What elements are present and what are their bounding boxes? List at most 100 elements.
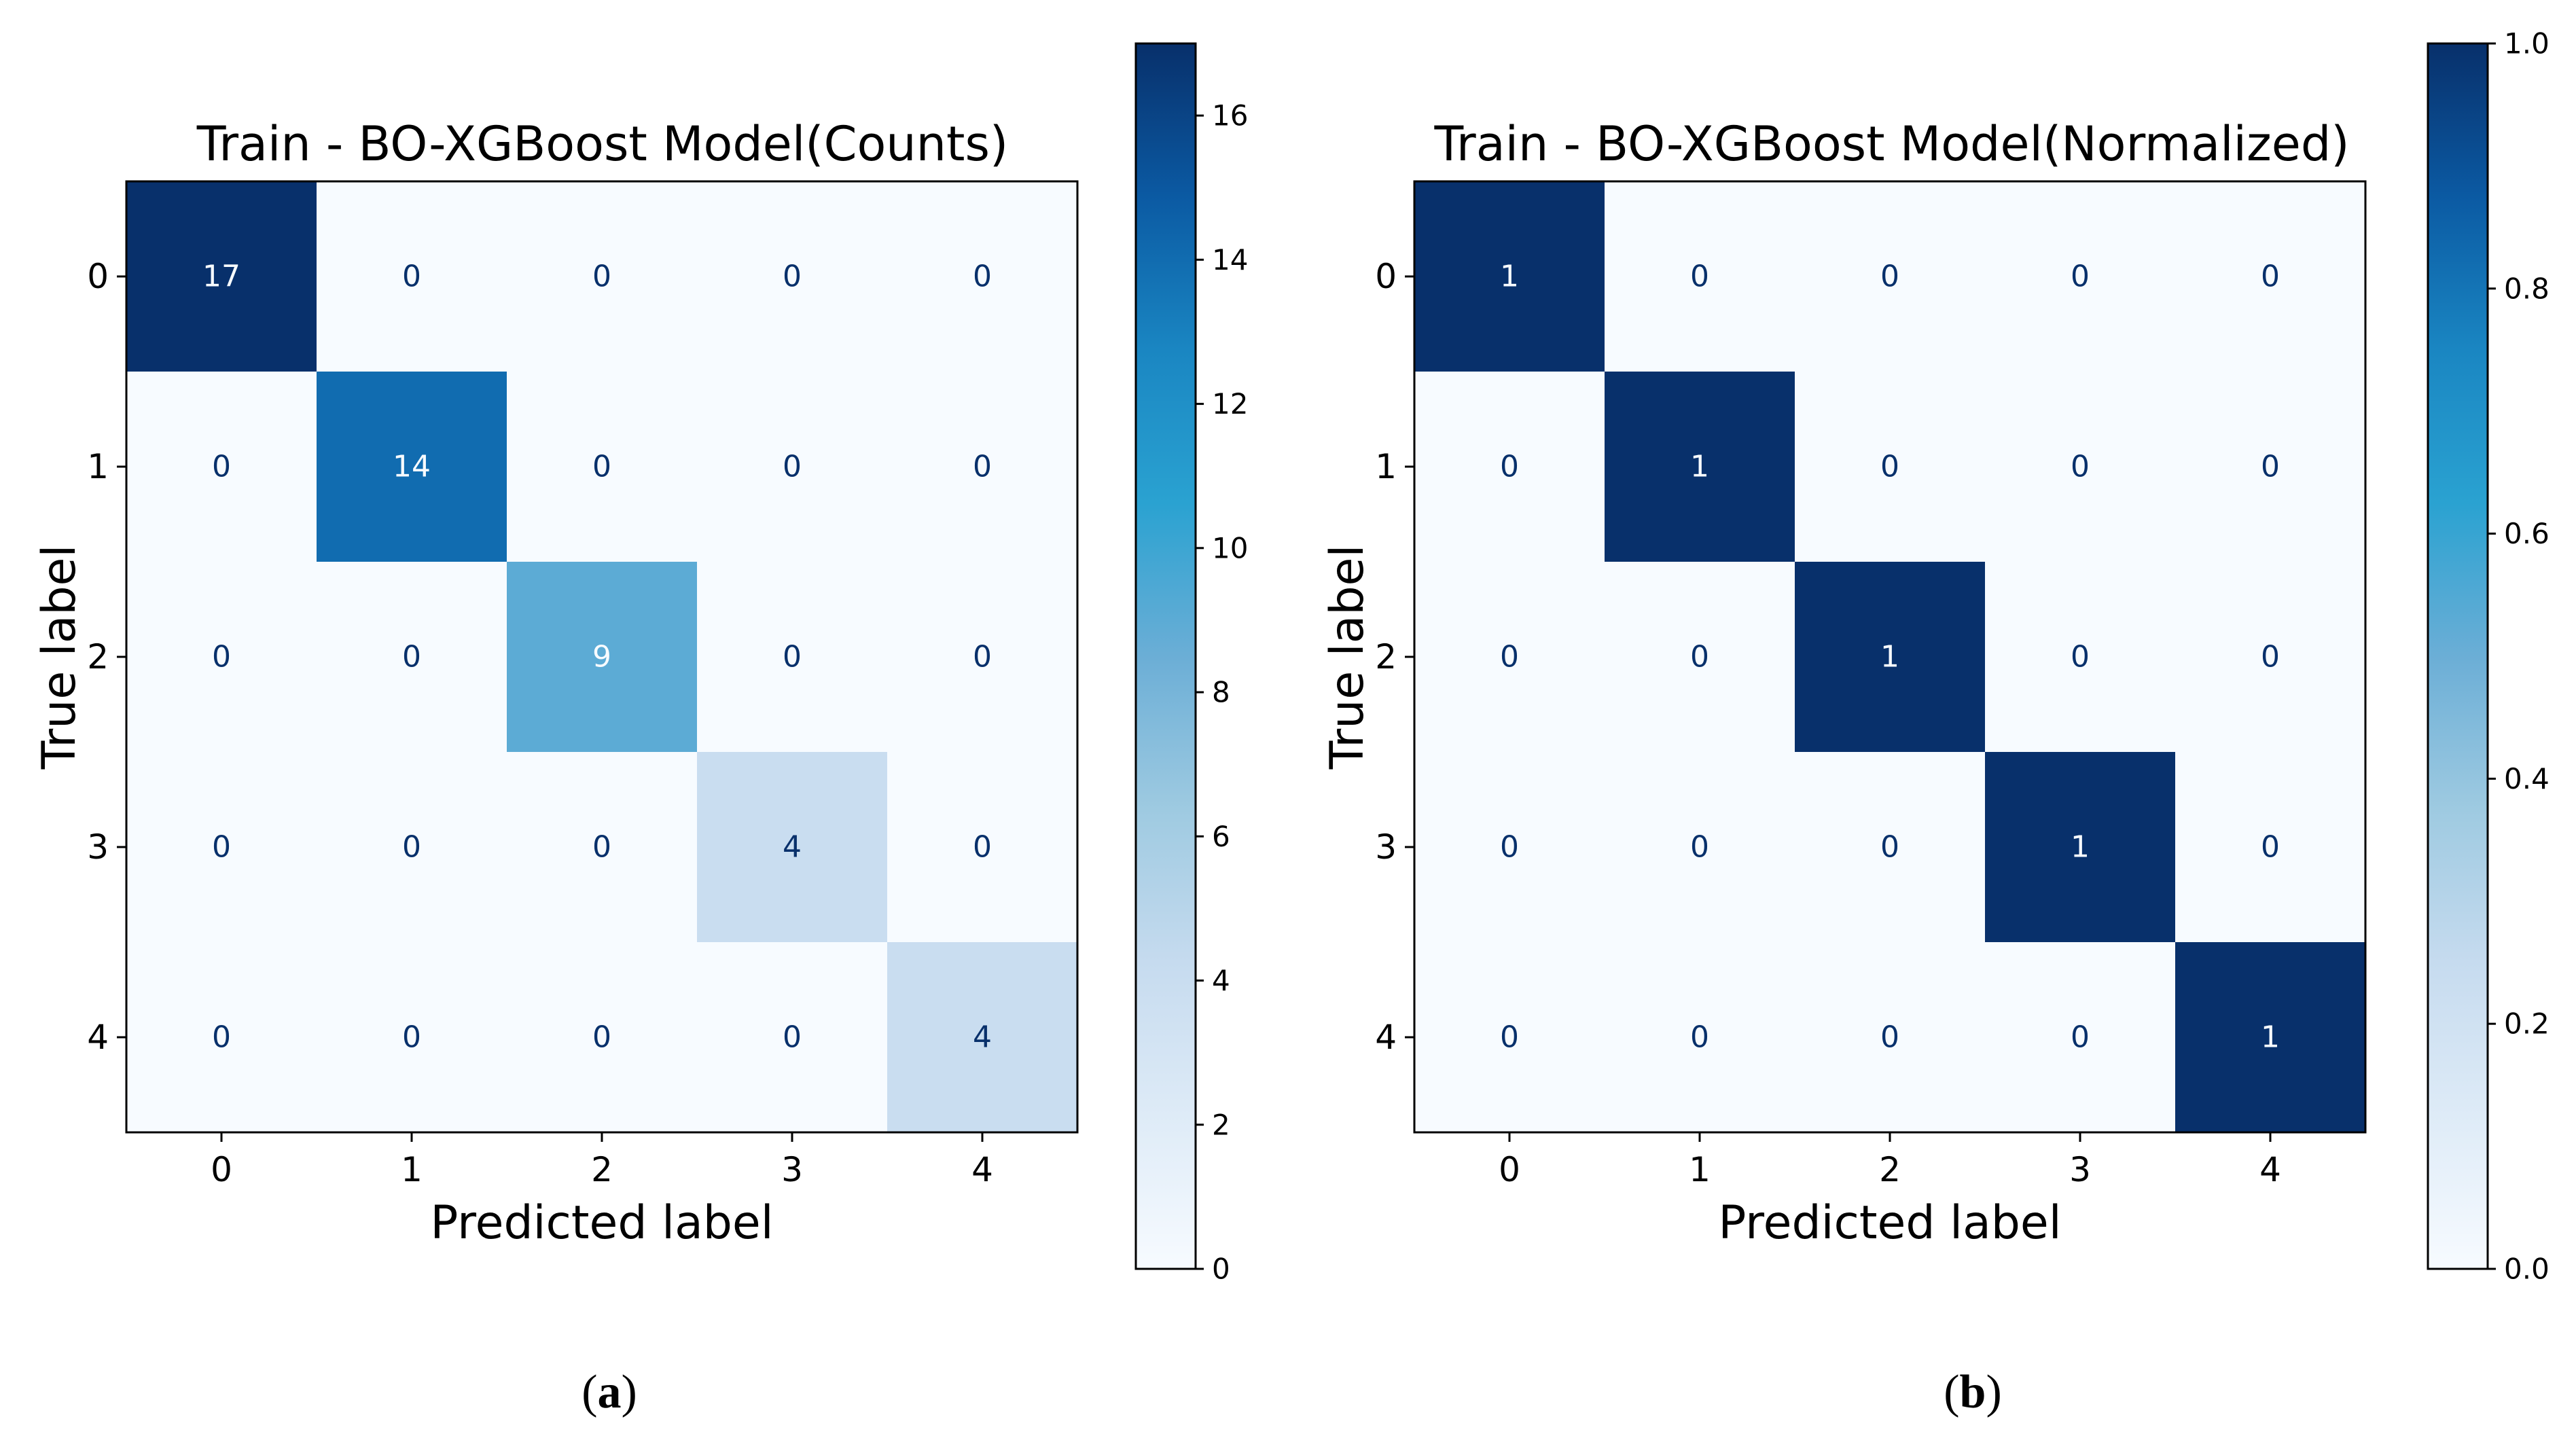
cell-value-label: 0 bbox=[973, 450, 992, 484]
heatmap-cell bbox=[1985, 562, 2176, 753]
cell-value-label: 0 bbox=[592, 1020, 611, 1055]
y-axis-label: True label bbox=[1321, 545, 1374, 770]
heatmap-cell bbox=[507, 562, 698, 753]
heatmap-cell bbox=[126, 562, 317, 753]
heatmap-cell bbox=[1795, 181, 1986, 372]
cell-value-label: 0 bbox=[2261, 259, 2280, 294]
heatmap-cell bbox=[1985, 752, 2176, 943]
heatmap-cell bbox=[1985, 181, 2176, 372]
heatmap-cell bbox=[1985, 372, 2176, 562]
cell-value-label: 0 bbox=[212, 640, 231, 675]
cell-value-label: 0 bbox=[2071, 259, 2090, 294]
heatmap-cell bbox=[1605, 752, 1795, 943]
colorbar-tick-label: 16 bbox=[1212, 99, 1248, 132]
cell-value-label: 0 bbox=[592, 830, 611, 865]
cell-value-label: 0 bbox=[973, 830, 992, 865]
heatmap-cells: 1 0 0 0 0 0 1 0 0 0 0 0 1 0 0 0 0 0 1 0 0 0 0 0 1 bbox=[1414, 181, 2366, 1133]
heatmap-cell bbox=[697, 372, 888, 562]
heatmap-cell bbox=[126, 942, 317, 1133]
heatmap-cell bbox=[1605, 562, 1795, 753]
heatmap-cell bbox=[1795, 942, 1986, 1133]
y-tick-label: 3 bbox=[1375, 827, 1397, 867]
x-tick-label: 2 bbox=[1879, 1150, 1901, 1189]
heatmap-cell bbox=[697, 562, 888, 753]
cell-value-label: 0 bbox=[1880, 450, 1899, 484]
cell-value-label: 0 bbox=[212, 830, 231, 865]
cell-value-label: 4 bbox=[783, 830, 802, 865]
cell-value-label: 0 bbox=[783, 450, 802, 484]
y-tick-label: 2 bbox=[1375, 637, 1397, 677]
cell-value-label: 1 bbox=[1500, 259, 1519, 294]
colorbar bbox=[2427, 42, 2489, 1270]
y-tick-label: 4 bbox=[87, 1018, 109, 1057]
cell-value-label: 1 bbox=[1690, 450, 1709, 484]
colorbar-tick-label: 12 bbox=[1212, 387, 1248, 420]
heatmap-cell bbox=[887, 942, 1078, 1133]
x-tick-label: 1 bbox=[401, 1150, 423, 1189]
heatmap-cell bbox=[2175, 942, 2366, 1133]
cell-value-label: 14 bbox=[393, 450, 431, 484]
heatmap-cell bbox=[126, 372, 317, 562]
x-axis: 0 1 2 3 4 bbox=[211, 1132, 993, 1189]
y-tick-label: 4 bbox=[1375, 1018, 1397, 1057]
colorbar-tick-label: 6 bbox=[1212, 820, 1230, 853]
x-axis-label: Predicted label bbox=[430, 1196, 773, 1250]
heatmap-cells: 17 0 0 0 0 0 14 0 0 0 0 0 9 0 0 0 0 0 4 0 0 0 0 0 4 bbox=[126, 181, 1078, 1133]
heatmap-cell bbox=[1414, 752, 1605, 943]
colorbar-ticks: 0.0 0.2 0.4 0.6 0.8 1.0 bbox=[2488, 27, 2550, 1286]
heatmap-cell bbox=[507, 372, 698, 562]
cell-value-label: 0 bbox=[1690, 1020, 1709, 1055]
colorbar-tick-label: 0.8 bbox=[2504, 272, 2550, 305]
heatmap-cell bbox=[317, 181, 507, 372]
colorbar-tick-label: 0.2 bbox=[2504, 1007, 2550, 1041]
panel-a: Train - BO-XGBoost Model(Counts) 17 0 0 0 00… bbox=[33, 42, 1248, 1418]
heatmap-cell bbox=[317, 562, 507, 753]
cell-value-label: 0 bbox=[402, 1020, 421, 1055]
heatmap-cell bbox=[887, 752, 1078, 943]
heatmap-cell bbox=[887, 562, 1078, 753]
cell-value-label: 0 bbox=[1500, 450, 1519, 484]
colorbar-tick-label: 0 bbox=[1212, 1253, 1230, 1286]
cell-value-label: 0 bbox=[2071, 1020, 2090, 1055]
heatmap-cell bbox=[317, 372, 507, 562]
colorbar-tick-label: 0.4 bbox=[2504, 762, 2550, 795]
colorbar-tick-label: 2 bbox=[1212, 1108, 1230, 1141]
heatmap-cell bbox=[507, 181, 698, 372]
colorbar-tick-label: 8 bbox=[1212, 676, 1230, 709]
heatmap-cell bbox=[126, 752, 317, 943]
y-axis: 0 1 2 3 4 bbox=[87, 257, 126, 1057]
heatmap-cell bbox=[1414, 372, 1605, 562]
x-tick-label: 4 bbox=[971, 1150, 993, 1189]
x-axis: 0 1 2 3 4 bbox=[1499, 1132, 2281, 1189]
heatmap-cell bbox=[1795, 752, 1986, 943]
cell-value-label: 0 bbox=[783, 1020, 802, 1055]
heatmap-cell bbox=[2175, 752, 2366, 943]
x-tick-label: 3 bbox=[2069, 1150, 2091, 1189]
colorbar-tick-label: 1.0 bbox=[2504, 27, 2550, 60]
heatmap-cell bbox=[2175, 181, 2366, 372]
y-tick-label: 0 bbox=[87, 257, 109, 296]
cell-value-label: 0 bbox=[783, 259, 802, 294]
cell-value-label: 0 bbox=[2261, 640, 2280, 675]
heatmap-cell bbox=[507, 752, 698, 943]
cell-value-label: 0 bbox=[783, 640, 802, 675]
cell-value-label: 0 bbox=[973, 259, 992, 294]
heatmap-cell bbox=[2175, 562, 2366, 753]
cell-value-label: 0 bbox=[973, 640, 992, 675]
cell-value-label: 0 bbox=[1880, 259, 1899, 294]
colorbar-tick-label: 10 bbox=[1212, 531, 1248, 564]
heatmap-cell bbox=[1795, 372, 1986, 562]
x-tick-label: 0 bbox=[1499, 1150, 1520, 1189]
cell-value-label: 0 bbox=[1880, 830, 1899, 865]
cell-value-label: 0 bbox=[1500, 640, 1519, 675]
heatmap-cell bbox=[126, 181, 317, 372]
cell-value-label: 0 bbox=[402, 640, 421, 675]
colorbar bbox=[1134, 42, 1197, 1270]
y-tick-label: 2 bbox=[87, 637, 109, 677]
x-axis-label: Predicted label bbox=[1718, 1196, 2061, 1250]
heatmap-cell bbox=[697, 181, 888, 372]
heatmap-cell bbox=[697, 752, 888, 943]
heatmap-cell bbox=[1414, 942, 1605, 1133]
